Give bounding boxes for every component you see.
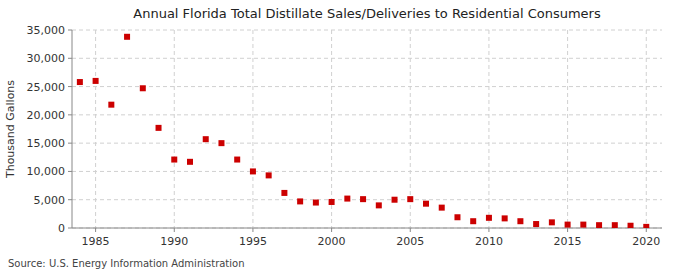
point bbox=[612, 222, 618, 228]
tick-label: 35,000 bbox=[27, 24, 66, 37]
tick-label: 1985 bbox=[82, 235, 110, 248]
tick-mark bbox=[68, 30, 72, 31]
point bbox=[549, 219, 555, 225]
tick-mark bbox=[567, 228, 568, 232]
point bbox=[344, 196, 350, 202]
grid-line bbox=[174, 30, 175, 228]
grid-line bbox=[72, 228, 662, 229]
point bbox=[360, 196, 366, 202]
tick-mark bbox=[68, 143, 72, 144]
point bbox=[407, 196, 413, 202]
point bbox=[643, 224, 649, 228]
tick-label: 10,000 bbox=[27, 165, 66, 178]
point bbox=[454, 214, 460, 220]
point bbox=[596, 222, 602, 228]
title: Annual Florida Total Distillate Sales/De… bbox=[133, 6, 601, 21]
tick-label: 2005 bbox=[396, 235, 424, 248]
point bbox=[502, 215, 508, 221]
grid-line bbox=[72, 171, 662, 172]
tick-label: 25,000 bbox=[27, 81, 66, 94]
tick-mark bbox=[68, 114, 72, 115]
tick-label: 1990 bbox=[160, 235, 188, 248]
grid-line bbox=[252, 30, 253, 228]
tick-mark bbox=[68, 171, 72, 172]
tick-mark bbox=[646, 228, 647, 232]
point bbox=[376, 202, 382, 208]
tick-mark bbox=[410, 228, 411, 232]
tick-mark bbox=[68, 228, 72, 229]
tick-label: 2015 bbox=[554, 235, 582, 248]
tick-label: 30,000 bbox=[27, 52, 66, 65]
point bbox=[423, 201, 429, 207]
grid-line bbox=[567, 30, 568, 228]
point bbox=[108, 102, 114, 108]
grid-line bbox=[72, 143, 662, 144]
grid-line bbox=[72, 30, 662, 31]
tick-label: 15,000 bbox=[27, 137, 66, 150]
point bbox=[439, 205, 445, 211]
source-note: Source: U.S. Energy Information Administ… bbox=[8, 258, 245, 269]
point bbox=[533, 221, 539, 227]
tick-label: 2000 bbox=[318, 235, 346, 248]
x-axis-line bbox=[72, 228, 662, 229]
tick-label: 5,000 bbox=[34, 194, 66, 207]
grid-line bbox=[331, 30, 332, 228]
axes: 0 5,000 10,000 15,000 20,000 25,000 30,000 35,0… bbox=[27, 24, 663, 248]
point bbox=[580, 222, 586, 228]
tick-mark bbox=[331, 228, 332, 232]
point bbox=[77, 79, 83, 85]
point bbox=[313, 200, 319, 206]
point bbox=[234, 157, 240, 163]
tick-mark bbox=[488, 228, 489, 232]
tick-label: 2010 bbox=[475, 235, 503, 248]
point bbox=[517, 218, 523, 224]
tick-mark bbox=[95, 228, 96, 232]
point bbox=[628, 223, 634, 228]
grid-line bbox=[72, 86, 662, 87]
tick-mark bbox=[68, 86, 72, 87]
tick-label: 0 bbox=[58, 222, 65, 235]
point bbox=[392, 197, 398, 203]
grid-line bbox=[646, 30, 647, 228]
tick-label: 20,000 bbox=[27, 109, 66, 122]
y-axis-line bbox=[72, 30, 73, 228]
tick-mark bbox=[68, 199, 72, 200]
point bbox=[140, 85, 146, 91]
tick-label: 1995 bbox=[239, 235, 267, 248]
point bbox=[203, 136, 209, 142]
point bbox=[124, 34, 130, 40]
point bbox=[250, 168, 256, 174]
point bbox=[329, 199, 335, 205]
point bbox=[297, 198, 303, 204]
y-axis-label: Thousand Gallons bbox=[4, 80, 17, 179]
grid-line bbox=[72, 58, 662, 59]
grid bbox=[72, 30, 662, 228]
grid-line bbox=[95, 30, 96, 228]
points bbox=[77, 34, 649, 228]
point bbox=[93, 78, 99, 84]
point bbox=[156, 125, 162, 131]
grid-line bbox=[72, 114, 662, 115]
point bbox=[171, 157, 177, 163]
point bbox=[486, 215, 492, 221]
point bbox=[281, 190, 287, 196]
chart: Annual Florida Total Distillate Sales/De… bbox=[0, 0, 675, 275]
point bbox=[266, 172, 272, 178]
tick-mark bbox=[174, 228, 175, 232]
grid-line bbox=[72, 199, 662, 200]
point bbox=[187, 159, 193, 165]
point bbox=[470, 218, 476, 224]
grid-line bbox=[488, 30, 489, 228]
tick-mark bbox=[68, 58, 72, 59]
point bbox=[565, 222, 571, 228]
point bbox=[218, 140, 224, 146]
tick-mark bbox=[252, 228, 253, 232]
tick-label: 2020 bbox=[632, 235, 660, 248]
